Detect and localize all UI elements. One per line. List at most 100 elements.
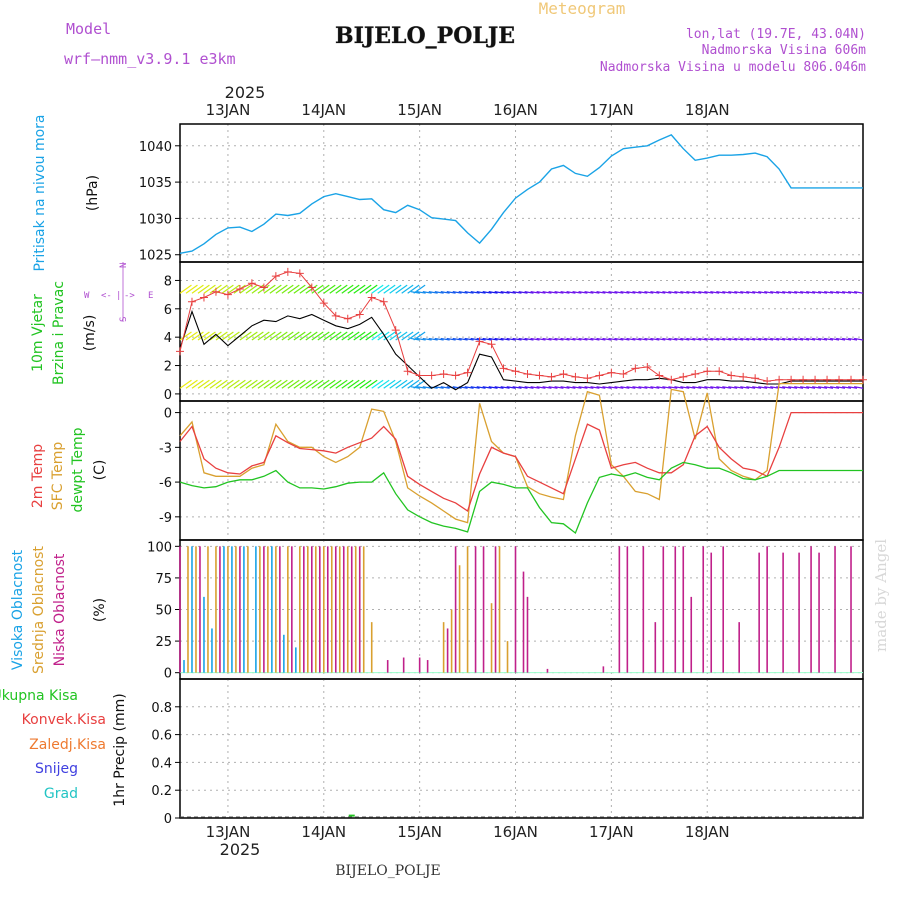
wind-arrow [620,337,630,341]
wind-arrow [812,291,822,294]
wind-arrow [407,379,420,389]
y-tick-label: -9 [159,511,172,526]
wind-arrow [704,337,714,341]
gust-mark [691,370,700,379]
wind-arrow [734,337,744,341]
wind-arrow [179,331,192,341]
wind-arrow [590,291,600,294]
wind-arrow [788,291,798,294]
wind-arrow [281,284,294,294]
wind-arrow [353,284,366,294]
wind-arrow [770,337,780,341]
wind-arrow [512,337,522,341]
wind-arrow [692,337,702,341]
wind-arrow [578,291,588,294]
gust-mark [703,367,712,376]
high-cloud [183,546,297,673]
y-tick-label: 0 [164,667,172,682]
wind-arrow [674,291,684,294]
wind-arrow [530,386,540,389]
wind-arrow [566,386,576,389]
wind-arrow [698,386,708,389]
gust-mark [775,375,784,384]
wind-arrow [620,386,630,389]
wind-arrow [401,284,414,294]
panel-frame [179,678,864,819]
wind-arrow [524,291,534,294]
wind-arrow [470,337,480,341]
gust-mark [559,370,568,379]
wind-arrow [794,291,804,294]
wind-compass: W <- | -> E S N [84,262,153,322]
wind-arrow [740,291,750,294]
wind-arrow [410,386,420,389]
wind-arrow [842,337,852,341]
wind-arrow [596,386,606,389]
wind-arrow [401,331,414,341]
gust-mark [439,370,448,379]
y-tick-label: 0 [164,407,172,422]
wind-arrow [620,291,630,294]
wind-arrow [299,379,312,389]
wind-arrow [245,379,258,389]
wind-arrow [650,386,660,389]
wind-arrow [341,379,354,389]
wind-arrow [530,337,540,341]
y-tick-label: 100 [147,540,172,555]
wind-arrow [566,291,576,294]
wind-arrow [221,331,234,341]
gust-mark [463,368,472,377]
wind-arrow [287,331,300,341]
pressure-line [179,134,863,254]
wind-arrow [440,386,450,389]
wind-arrow [227,331,240,341]
y-tick-label: 6 [164,303,172,318]
wind-arrow [446,337,456,341]
wind-arrow [317,284,330,294]
wind-arrow [251,331,264,341]
x-label-top: 16JAN [493,101,538,119]
precip-ylabel: 1hr Precip (mm) [112,693,128,806]
wind-arrow [500,386,510,389]
wind-arrow [482,386,492,389]
panel-precip: 0 0.2 0.4 0.6 0.8 [151,678,864,827]
wind-arrow [299,331,312,341]
y-tick-label: 25 [155,635,172,650]
wind-arrow [710,291,720,294]
wind-arrow [650,291,660,294]
wind-arrow [323,379,336,389]
gust-mark [523,370,532,379]
gust-mark [187,297,196,306]
wind-arrow [614,386,624,389]
svg-text:<-: <- [101,291,112,301]
panel-temperature: 0 -3 -6 -9 [159,382,864,541]
wind-arrow [638,386,648,389]
gust-mark [751,374,760,383]
wind-arrow [359,331,372,341]
wind-arrow [383,284,396,294]
y-tick-label: 8 [164,274,172,289]
wind-arrow [407,331,420,341]
wind-arrow [716,337,726,341]
gust-mark [451,371,460,380]
wind-arrow [335,331,348,341]
y-tick-label: 0.2 [151,784,172,799]
gust-mark [787,375,796,384]
wind-arrow [602,291,612,294]
wind-arrow [191,379,204,389]
wind-arrow [311,331,324,341]
wind-arrow [806,337,816,341]
wind-speed-line [179,309,863,391]
model-name: wrf–nmm_v3.9.1 e3km [64,50,236,68]
gust-mark [415,371,424,380]
wind-arrow [197,331,210,341]
gust-mark [355,310,364,319]
wind-arrow [650,337,660,341]
wind-arrow [518,291,528,294]
wind-arrow [377,379,390,389]
wind-arrow [536,386,546,389]
wind-arrow [764,386,774,389]
wind-arrow [626,386,636,389]
wind-arrow [542,386,552,389]
station-title: BIJELO_POLJE [335,23,515,49]
